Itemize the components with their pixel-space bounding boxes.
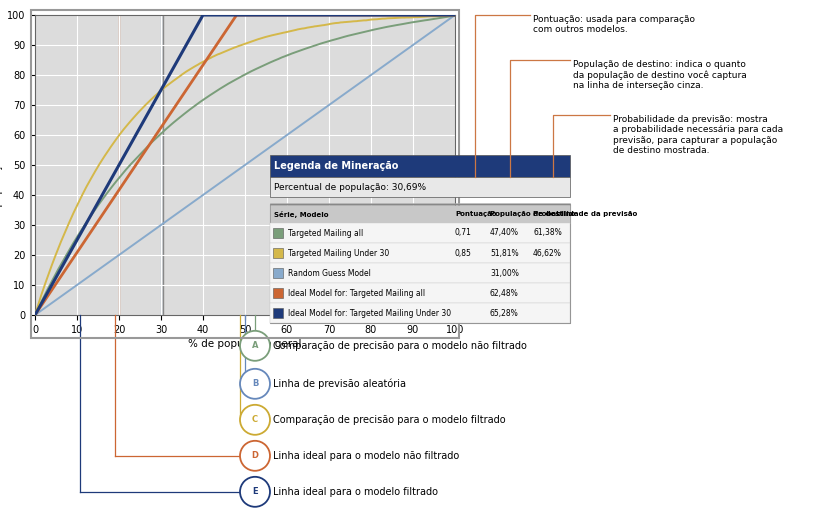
Text: Comparação de precisão para o modelo não filtrado: Comparação de precisão para o modelo não…	[273, 341, 527, 351]
Text: Pontuação: usada para comparação
com outros modelos.: Pontuação: usada para comparação com out…	[533, 15, 695, 35]
Text: 0,71: 0,71	[455, 229, 471, 237]
Text: 51,81%: 51,81%	[490, 249, 519, 257]
Text: Probabilidade da previsão: mostra
a probabilidade necessária para cada
previsão,: Probabilidade da previsão: mostra a prob…	[613, 115, 783, 155]
Text: Série, Modelo: Série, Modelo	[274, 211, 328, 218]
Text: População de destino: População de destino	[490, 211, 576, 217]
Text: Ideal Model for: Targeted Mailing Under 30: Ideal Model for: Targeted Mailing Under …	[288, 309, 451, 317]
Text: C: C	[252, 415, 258, 424]
Text: 62,48%: 62,48%	[490, 288, 519, 298]
Text: D: D	[252, 452, 258, 460]
Text: Pontuação: Pontuação	[455, 211, 496, 217]
Text: Targeted Mailing all: Targeted Mailing all	[288, 229, 363, 237]
Text: Legenda de Mineração: Legenda de Mineração	[274, 161, 398, 171]
Text: População de destino: indica o quanto
da população de destino você captura
na li: População de destino: indica o quanto da…	[573, 60, 746, 90]
Text: E: E	[252, 487, 257, 496]
Text: A: A	[252, 341, 258, 350]
X-axis label: % de população geral: % de população geral	[188, 339, 302, 349]
Text: Linha de previsão aleatória: Linha de previsão aleatória	[273, 379, 407, 389]
Text: 47,40%: 47,40%	[490, 229, 519, 237]
Text: 46,62%: 46,62%	[533, 249, 562, 257]
Y-axis label: % de população de destino: % de população de destino	[0, 94, 2, 236]
Text: 61,38%: 61,38%	[533, 229, 561, 237]
Text: Linha ideal para o modelo não filtrado: Linha ideal para o modelo não filtrado	[273, 451, 460, 461]
Text: Percentual de população: 30,69%: Percentual de população: 30,69%	[274, 183, 426, 191]
Text: Probabilidade da previsão: Probabilidade da previsão	[533, 211, 637, 217]
Text: 31,00%: 31,00%	[490, 268, 519, 278]
Text: 65,28%: 65,28%	[490, 309, 519, 317]
Text: Comparação de precisão para o modelo filtrado: Comparação de precisão para o modelo fil…	[273, 415, 506, 425]
Text: Linha ideal para o modelo filtrado: Linha ideal para o modelo filtrado	[273, 487, 438, 497]
Text: Ideal Model for: Targeted Mailing all: Ideal Model for: Targeted Mailing all	[288, 288, 425, 298]
Text: Targeted Mailing Under 30: Targeted Mailing Under 30	[288, 249, 389, 257]
Text: B: B	[252, 379, 258, 389]
Text: 0,85: 0,85	[455, 249, 471, 257]
Text: Random Guess Model: Random Guess Model	[288, 268, 371, 278]
